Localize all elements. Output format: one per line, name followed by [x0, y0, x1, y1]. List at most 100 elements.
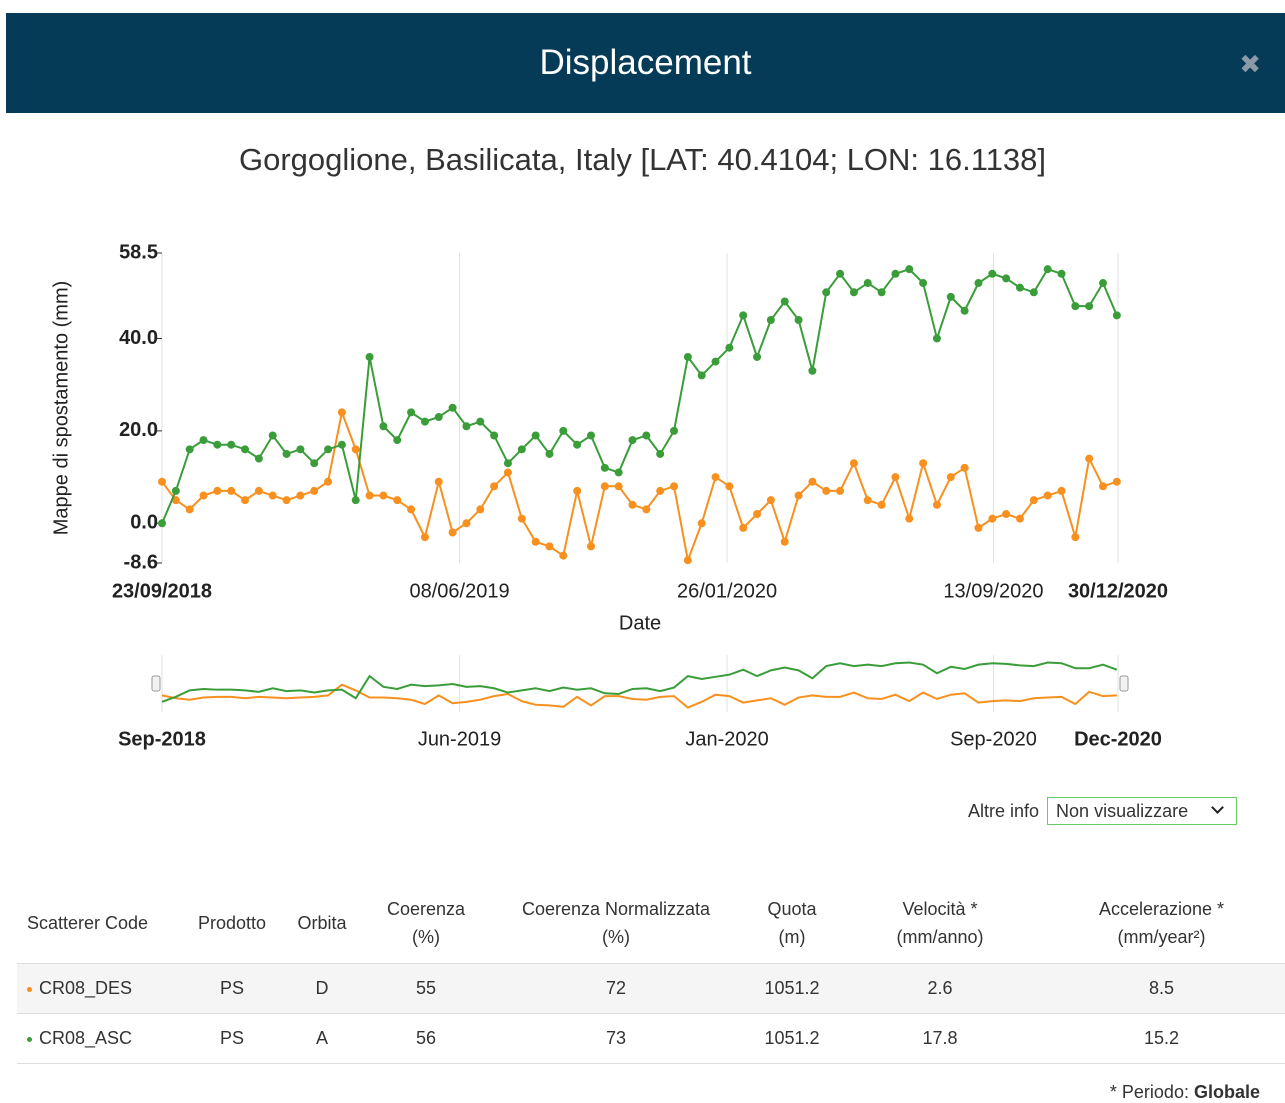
data-point	[171, 496, 180, 505]
data-point	[420, 417, 429, 426]
data-point	[310, 459, 319, 468]
data-point	[849, 459, 858, 468]
data-point	[974, 523, 983, 532]
data-point	[420, 533, 429, 542]
data-point	[711, 357, 720, 366]
data-point	[337, 408, 346, 417]
x-tick-label: 23/09/2018	[112, 580, 212, 602]
data-point	[1085, 302, 1094, 311]
modal-title: Displacement	[539, 43, 752, 82]
control-label: Altre info	[968, 800, 1040, 821]
y-tick-label: -8.6	[124, 551, 158, 573]
data-point	[600, 463, 609, 472]
y-tick-label: 0.0	[130, 512, 158, 534]
data-point	[282, 496, 291, 505]
data-point	[407, 408, 416, 417]
header-text: Coerenza	[386, 899, 466, 919]
table-cell: 56	[362, 1013, 490, 1064]
close-button[interactable]: ✖	[1239, 49, 1261, 79]
data-point	[158, 519, 166, 528]
data-point	[1099, 279, 1108, 288]
navigator-tick-label: Sep-2018	[118, 728, 206, 750]
header-text: Prodotto	[197, 913, 267, 933]
select[interactable]: Non visualizzare	[1047, 797, 1238, 825]
x-tick-label: 30/12/2020	[1068, 580, 1168, 602]
data-point	[310, 486, 319, 495]
data-point	[351, 445, 360, 454]
data-point	[960, 306, 969, 315]
series-line	[161, 267, 1118, 524]
data-point	[905, 265, 914, 274]
data-point	[324, 445, 333, 454]
table-cell: D	[282, 963, 362, 1014]
data-point	[490, 482, 499, 491]
header-text: (mm/anno)	[896, 927, 984, 947]
series-dot	[27, 1036, 32, 1042]
header-text: Orbita	[297, 913, 347, 933]
data-point	[683, 556, 692, 565]
data-point	[877, 500, 886, 509]
table-cell: CR08_DES	[17, 963, 182, 1014]
data-point	[365, 352, 374, 361]
navigator-handle	[1119, 675, 1129, 692]
table-cell: 15.2	[1038, 1013, 1285, 1064]
data-point	[988, 514, 997, 523]
navigator-line	[161, 683, 1117, 709]
data-point	[517, 514, 526, 523]
y-tick-label: 20.0	[119, 419, 158, 441]
column-header: Coerenza Normalizzata (%)	[490, 895, 742, 964]
data-point	[1057, 486, 1066, 495]
data-point	[808, 477, 817, 486]
data-point	[780, 537, 789, 546]
data-point	[1085, 454, 1094, 463]
data-point	[932, 334, 941, 343]
footnote-value: Globale	[1193, 1082, 1260, 1102]
data-point	[1002, 274, 1011, 283]
data-point	[1029, 288, 1038, 297]
data-point	[503, 459, 512, 468]
data-point	[1099, 482, 1108, 491]
chart: 23/09/2018 08/06/2019 26/01/2020 13/09/2020…	[50, 241, 1168, 750]
x-tick-label: 26/01/2020	[677, 580, 777, 602]
data-point	[794, 315, 803, 324]
data-point	[919, 279, 928, 288]
scatterer-code: CR08_ASC	[39, 1028, 133, 1048]
data-point	[227, 486, 236, 495]
data-point	[863, 279, 872, 288]
y-tick-label: 40.0	[119, 327, 158, 349]
data-point	[254, 486, 263, 495]
x-tick-label: 08/06/2019	[409, 580, 509, 602]
header-text: Accelerazione *	[1098, 899, 1225, 919]
data-point	[642, 431, 651, 440]
data-point	[960, 463, 969, 472]
data-point	[393, 436, 402, 445]
table-row: CR08_ASC PS A 56 73 1051.2 17.8 15.2	[17, 1013, 1285, 1064]
data-point	[600, 482, 609, 491]
data-point	[158, 477, 166, 486]
data-point	[296, 491, 305, 500]
header-text: (%)	[412, 927, 440, 947]
data-point	[988, 269, 997, 278]
data-point	[628, 436, 637, 445]
navigator-tick-label: Sep-2020	[950, 728, 1037, 750]
data-point	[282, 449, 291, 458]
table-cell: CR08_ASC	[17, 1013, 182, 1064]
data-point	[656, 486, 665, 495]
data-point	[213, 486, 222, 495]
data-point	[573, 440, 582, 449]
data-point	[434, 477, 443, 486]
data-point	[739, 311, 748, 320]
data-point	[559, 426, 568, 435]
data-point	[379, 422, 388, 431]
data-point	[766, 315, 775, 324]
column-header: Prodotto	[182, 895, 282, 964]
scatterer-code: CR08_DES	[39, 978, 133, 998]
data-point	[545, 449, 554, 458]
header-text: Quota	[767, 899, 817, 919]
data-point	[365, 491, 374, 500]
table-cell: 73	[490, 1013, 742, 1064]
data-point	[503, 468, 512, 477]
data-point	[614, 468, 623, 477]
data-point	[407, 505, 416, 514]
x-axis-label: Date	[619, 612, 661, 634]
